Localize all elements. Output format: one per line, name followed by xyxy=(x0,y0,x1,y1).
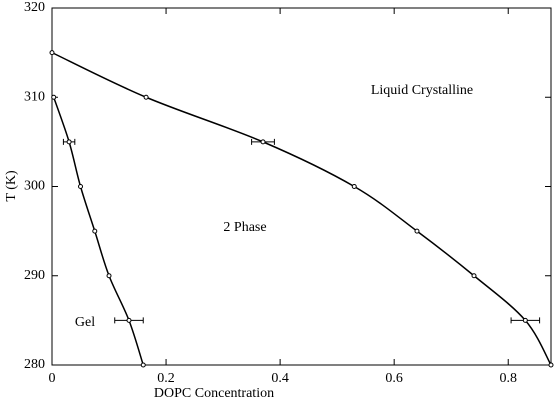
point xyxy=(92,228,98,234)
x-tick-label: 0.6 xyxy=(385,371,403,386)
annotation: Gel xyxy=(75,315,95,330)
plot-frame xyxy=(51,7,552,366)
y-axis-label: T (K) xyxy=(4,170,19,202)
x-tick-label: 0.4 xyxy=(271,371,289,386)
point xyxy=(66,139,72,145)
point xyxy=(140,362,146,368)
curve xyxy=(51,51,552,366)
point xyxy=(106,273,112,279)
point xyxy=(49,50,55,56)
y-tick-label: 320 xyxy=(24,0,45,15)
y-tick-label: 300 xyxy=(24,179,45,194)
point xyxy=(126,317,132,323)
point xyxy=(51,94,57,100)
point xyxy=(548,362,554,368)
x-tick-label: 0.2 xyxy=(157,371,175,386)
x-tick-label: 0 xyxy=(49,371,56,386)
curve xyxy=(53,97,144,366)
x-tick-label: 0.8 xyxy=(499,371,517,386)
point xyxy=(471,273,477,279)
point xyxy=(414,228,420,234)
point xyxy=(522,317,528,323)
point xyxy=(260,139,266,145)
y-tick-label: 290 xyxy=(24,268,45,283)
point xyxy=(351,184,357,189)
y-tick-label: 310 xyxy=(24,89,45,104)
point xyxy=(78,184,84,189)
annotation: Liquid Crystalline xyxy=(371,83,473,98)
y-tick-label: 280 xyxy=(24,357,45,372)
annotation: 2 Phase xyxy=(223,220,266,235)
point xyxy=(143,94,149,100)
x-axis-label: DOPC Concentration xyxy=(154,386,274,401)
